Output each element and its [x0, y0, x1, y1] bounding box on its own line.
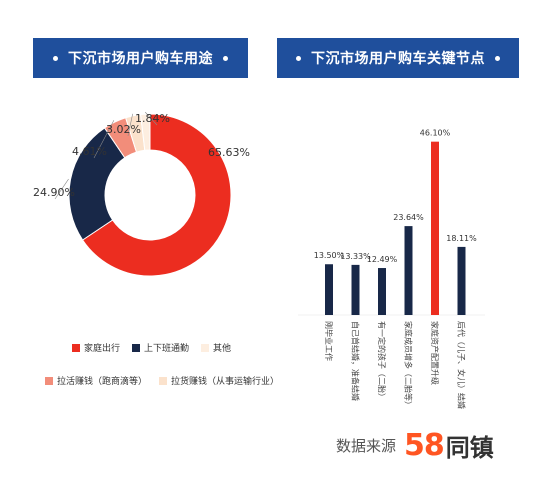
bullet-dot-icon — [223, 55, 228, 61]
left-chart-title-banner: 下沉市场用户购车用途 — [33, 38, 248, 78]
bar — [378, 268, 386, 315]
slice-value-label: 1.84% — [135, 112, 170, 125]
bar-category-label: 家庭资产配置升级 — [430, 321, 440, 385]
bar-category-label: 家庭成员增多（二胎等） — [404, 321, 414, 409]
brand-logo-number: 58 — [404, 428, 445, 463]
right-chart-title-banner: 下沉市场用户购车关键节点 — [277, 38, 519, 78]
left-chart-title: 下沉市场用户购车用途 — [68, 51, 213, 67]
slice-leader-line — [144, 111, 158, 126]
legend-label-family: 家庭出行 — [84, 344, 121, 354]
slice-value-label: 24.90% — [33, 186, 75, 199]
brand-logo-text: 同镇 — [445, 434, 494, 462]
bar — [404, 226, 413, 315]
donut-chart: 65.63% 24.90% 4.61% 3.02%1.84% — [33, 111, 250, 277]
legend-swatch-commute — [132, 343, 141, 352]
legend-row-1: 家庭出行 上下班通勤 其他 — [72, 341, 231, 354]
bar-value-label: 23.64% — [393, 213, 424, 222]
legend-label-other: 其他 — [213, 344, 232, 354]
bar-category-label: 有一定的孩子（二胎） — [377, 321, 387, 401]
source-label: 数据来源 — [336, 437, 397, 455]
legend-swatch-ride-hailing — [45, 376, 53, 385]
legend-label-freight: 拉货赚钱（从事运输行业） — [171, 377, 280, 387]
legend-label-ride-hailing: 拉活赚钱（跑商滴等） — [57, 377, 148, 387]
bullet-dot-icon — [296, 55, 301, 61]
bar — [457, 246, 466, 315]
bar-category-label: 后代（儿子、女儿）结婚 — [457, 321, 467, 409]
bar-value-label: 18.11% — [446, 234, 477, 243]
legend-swatch-freight — [159, 376, 168, 385]
bullet-dot-icon — [495, 55, 500, 61]
legend-swatch-other — [201, 343, 210, 352]
legend-row-2: 拉活赚钱（跑商滴等） 拉货赚钱（从事运输行业） — [45, 374, 279, 387]
bar-value-label: 12.49% — [367, 255, 398, 264]
slice-value-label: 3.02% — [106, 123, 141, 136]
legend-swatch-family — [72, 343, 80, 352]
bar-value-label: 13.33% — [340, 252, 371, 261]
bar — [431, 141, 439, 315]
donut-slice — [81, 113, 232, 277]
right-chart-title: 下沉市场用户购车关键节点 — [311, 51, 485, 67]
bar — [325, 264, 333, 315]
bar-category-label: 刚毕业工作 — [324, 321, 334, 361]
slice-leader-line — [127, 113, 133, 137]
bar — [351, 264, 360, 315]
bar-chart: 13.50% 刚毕业工作 13.33% 自己首结婚，准备结婚 12.49% 有一定的孩子（… — [298, 129, 485, 409]
donut-slice — [140, 113, 151, 151]
bar-value-label: 13.50% — [314, 251, 345, 260]
data-source: 数据来源 58 同镇 — [336, 428, 494, 463]
slice-leader-line — [93, 120, 115, 159]
bar-value-label: 46.10% — [420, 129, 451, 138]
slice-value-label: 65.63% — [208, 146, 250, 159]
slice-leader-line — [54, 178, 69, 200]
slice-value-label: 4.61% — [72, 145, 107, 158]
legend-label-commute: 上下班通勤 — [144, 344, 190, 354]
bullet-dot-icon — [53, 55, 58, 61]
bar-category-label: 自己首结婚，准备结婚 — [351, 321, 361, 401]
